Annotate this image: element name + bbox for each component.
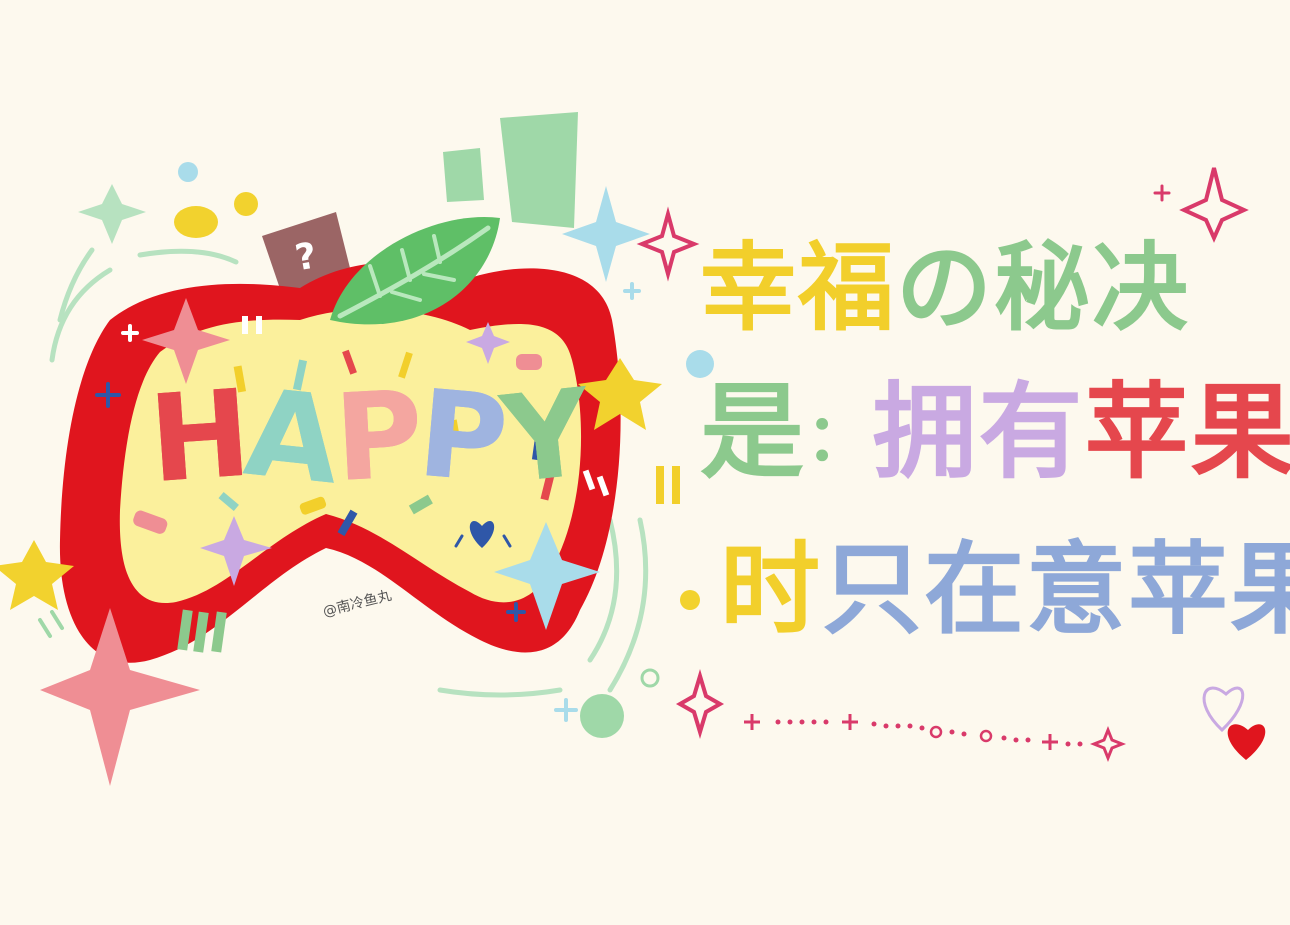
dotted-divider [744,714,1083,750]
text-line-1: 幸福の秘决 [700,240,1190,336]
line2-char-1: 是 [700,371,807,493]
text-line-3: 时只在意苹果 [720,540,1290,640]
line3-char-3: 在 [924,531,1026,648]
line2-char-3: 拥 [872,371,979,493]
happy-letter-3: P [331,365,423,510]
confetti-decoration [133,316,680,653]
line2-char-6: 果 [1190,371,1290,493]
line1-char-2: 福 [798,232,896,344]
line2-char-4: 有 [978,371,1085,493]
happy-letter-2: A [239,363,343,512]
line1-char-1: 幸 [700,232,798,344]
sparkle-decorations [40,167,1249,786]
text-line-2: 是：拥有苹果 [700,380,1290,484]
happy-letter-5: Y [496,364,594,511]
star-decorations [0,358,662,610]
leaf [330,216,500,325]
line3-char-2: 只 [822,531,924,648]
heart-pair-icon [1202,686,1266,760]
dash-decorations [38,610,64,638]
happy-letter-1: H [145,364,252,511]
line3-char-1: 时 [720,531,822,648]
line2-char-5: 苹 [1084,371,1191,493]
line3-char-5: 苹 [1128,531,1230,648]
line3-char-4: 意 [1026,531,1128,648]
line3-char-6: 果 [1230,531,1290,648]
happy-letter-4: P [413,364,510,511]
line1-char-5: 决 [1092,232,1190,344]
plus-decorations [95,184,1171,722]
heart-icon [454,521,512,548]
dot-decorations [174,162,714,738]
happy-word: HAPPY [145,364,593,512]
green-blocks-decoration [443,112,578,228]
motion-arcs-decoration [49,247,649,698]
line2-char-2: ： [806,401,873,477]
line1-char-3: の [896,232,994,344]
line1-char-4: 秘 [994,232,1092,344]
